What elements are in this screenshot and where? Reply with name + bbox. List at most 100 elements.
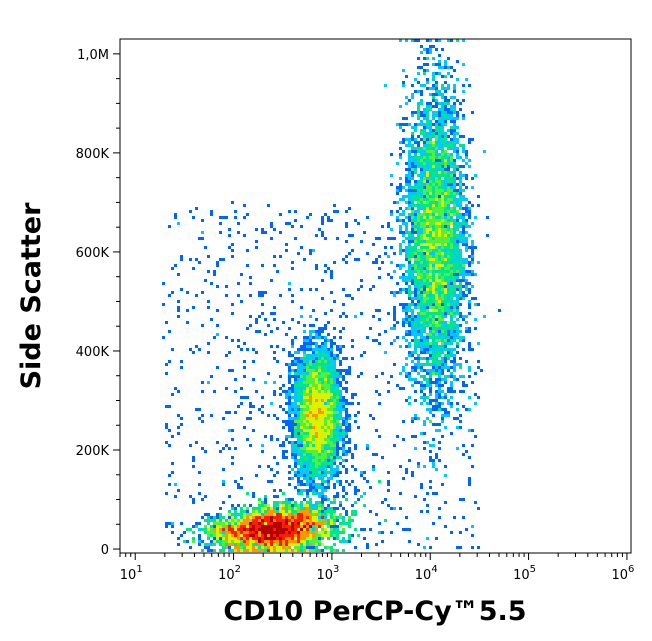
density-point: [462, 195, 465, 198]
density-point: [312, 342, 315, 345]
density-point: [414, 255, 417, 258]
density-point: [423, 174, 426, 177]
density-point: [414, 243, 417, 246]
density-point: [414, 204, 417, 207]
density-point: [297, 417, 300, 420]
density-point: [477, 195, 480, 198]
density-point: [273, 264, 276, 267]
density-point: [450, 243, 453, 246]
density-point: [456, 228, 459, 231]
density-point: [411, 252, 414, 255]
density-point: [441, 114, 444, 117]
density-point: [318, 444, 321, 447]
x-tick-label-2: 103: [316, 564, 339, 583]
density-point: [300, 507, 303, 510]
density-point: [411, 315, 414, 318]
density-point: [411, 369, 414, 372]
density-point: [450, 339, 453, 342]
density-point: [315, 342, 318, 345]
density-point: [447, 180, 450, 183]
density-point: [474, 402, 477, 405]
density-point: [423, 204, 426, 207]
density-point: [405, 291, 408, 294]
density-point: [465, 177, 468, 180]
density-point: [435, 252, 438, 255]
density-point: [315, 537, 318, 540]
density-point: [444, 168, 447, 171]
density-point: [435, 219, 438, 222]
density-point: [459, 294, 462, 297]
density-point: [447, 237, 450, 240]
density-point: [195, 258, 198, 261]
density-point: [405, 102, 408, 105]
density-point: [219, 507, 222, 510]
density-point: [318, 540, 321, 543]
density-point: [252, 543, 255, 546]
density-point: [432, 444, 435, 447]
density-point: [192, 501, 195, 504]
density-point: [441, 345, 444, 348]
density-point: [330, 429, 333, 432]
density-point: [483, 315, 486, 318]
density-point: [423, 129, 426, 132]
density-point: [264, 507, 267, 510]
density-point: [393, 201, 396, 204]
density-point: [429, 393, 432, 396]
density-point: [282, 384, 285, 387]
density-point: [255, 330, 258, 333]
density-point: [426, 117, 429, 120]
density-point: [444, 315, 447, 318]
density-point: [405, 195, 408, 198]
density-point: [432, 246, 435, 249]
density-point: [321, 381, 324, 384]
density-point: [411, 138, 414, 141]
density-point: [444, 303, 447, 306]
density-point: [453, 132, 456, 135]
density-point: [441, 150, 444, 153]
density-point: [414, 246, 417, 249]
density-point: [330, 501, 333, 504]
density-point: [165, 423, 168, 426]
density-point: [294, 414, 297, 417]
density-point: [291, 435, 294, 438]
density-point: [423, 114, 426, 117]
density-point: [405, 255, 408, 258]
density-point: [309, 498, 312, 501]
density-point: [309, 390, 312, 393]
density-point: [462, 99, 465, 102]
density-point: [435, 273, 438, 276]
density-point: [444, 210, 447, 213]
density-point: [456, 300, 459, 303]
density-point: [429, 123, 432, 126]
density-point: [399, 249, 402, 252]
density-point: [228, 369, 231, 372]
density-point: [453, 162, 456, 165]
density-point: [429, 174, 432, 177]
density-point: [420, 66, 423, 69]
density-point: [303, 372, 306, 375]
density-point: [408, 159, 411, 162]
density-point: [318, 534, 321, 537]
density-point: [447, 168, 450, 171]
density-point: [441, 249, 444, 252]
density-point: [438, 315, 441, 318]
density-point: [441, 324, 444, 327]
density-point: [444, 141, 447, 144]
density-point: [279, 510, 282, 513]
density-point: [192, 540, 195, 543]
density-point: [192, 351, 195, 354]
density-point: [246, 549, 249, 552]
density-point: [231, 456, 234, 459]
density-point: [411, 225, 414, 228]
density-point: [438, 360, 441, 363]
density-point: [426, 264, 429, 267]
density-point: [468, 270, 471, 273]
density-point: [414, 210, 417, 213]
density-point: [315, 396, 318, 399]
density-point: [288, 549, 291, 552]
density-point: [333, 447, 336, 450]
density-point: [456, 276, 459, 279]
density-point: [459, 363, 462, 366]
density-point: [408, 345, 411, 348]
density-point: [417, 288, 420, 291]
